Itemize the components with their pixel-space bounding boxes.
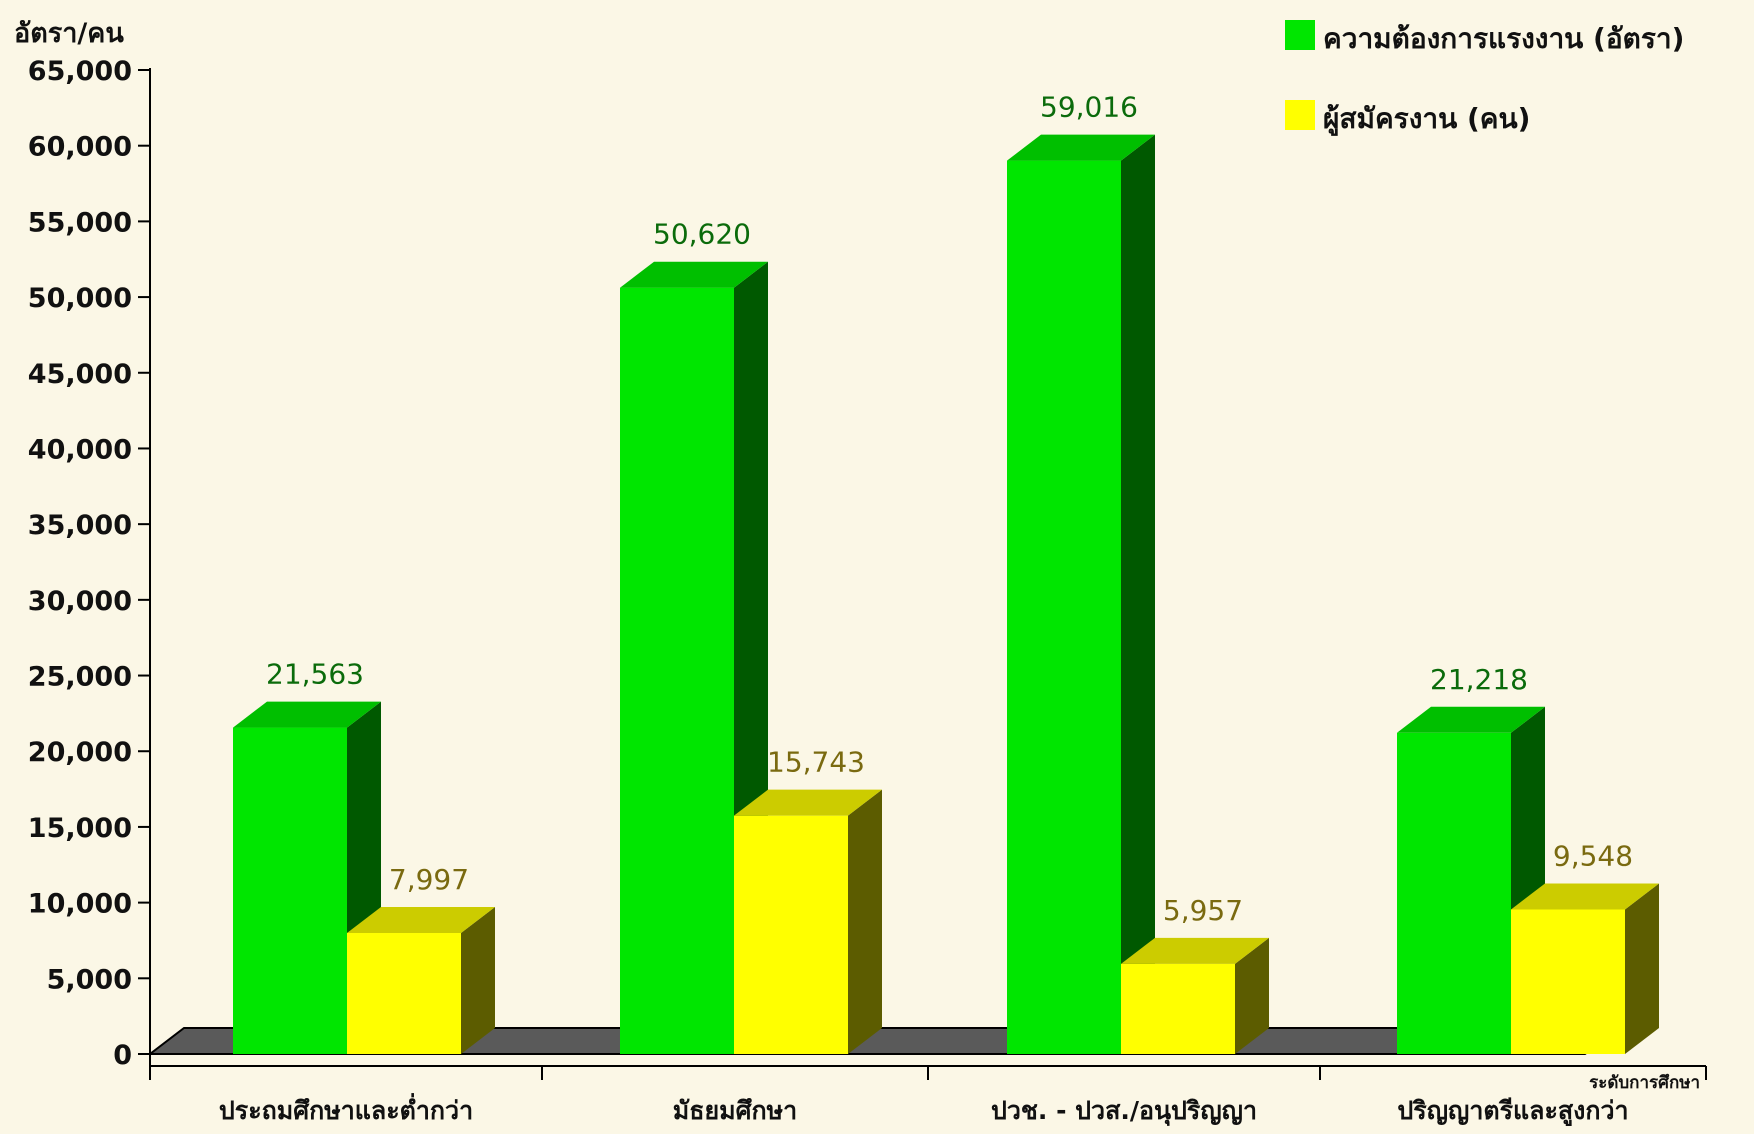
axes: 0 5,000 10,000 15,000 20,000 25,000 30,000 35,0…	[14, 18, 1707, 1127]
bar-top	[233, 701, 381, 728]
bar-front	[1511, 909, 1625, 1054]
legend-swatch	[1285, 20, 1315, 50]
bar-top	[1511, 883, 1659, 910]
bars	[233, 134, 1659, 1055]
x-category-label: ปวช. - ปวส./อนุปริญญา	[991, 1096, 1257, 1127]
y-tick-label: 20,000	[28, 737, 132, 768]
data-labels: 21,563 7,997 50,620 15,743 59,016 5,957 21,218…	[266, 91, 1633, 927]
data-label: 21,563	[266, 658, 364, 691]
bar-top	[734, 789, 882, 816]
bar	[347, 906, 495, 1054]
y-tick-label: 15,000	[28, 813, 132, 844]
bar-front	[734, 815, 848, 1054]
bar-front	[1397, 732, 1511, 1054]
bar-top	[1007, 134, 1155, 161]
bar-front	[620, 287, 734, 1055]
bar	[233, 701, 381, 1054]
data-label: 15,743	[767, 746, 865, 779]
legend-swatch	[1285, 100, 1315, 130]
bar-top	[1397, 706, 1545, 733]
y-tick-label: 60,000	[28, 132, 132, 163]
y-tick-label: 55,000	[28, 207, 132, 238]
x-category-label: ปริญญาตรีและสูงกว่า	[1397, 1096, 1628, 1127]
y-tick-label: 65,000	[28, 56, 132, 87]
bar-top	[1121, 937, 1269, 964]
bar-front	[1007, 160, 1121, 1054]
data-label: 7,997	[389, 863, 469, 896]
legend: ความต้องการแรงงาน (อัตรา) ผู้สมัครงาน (คน…	[1285, 20, 1684, 136]
legend-label: ความต้องการแรงงาน (อัตรา)	[1323, 22, 1684, 55]
y-tick-label: 35,000	[28, 510, 132, 541]
data-label: 5,957	[1163, 894, 1243, 927]
y-tick-label: 30,000	[28, 586, 132, 617]
bar	[734, 789, 882, 1054]
x-category-label: มัธยมศึกษา	[673, 1096, 797, 1125]
y-tick-label: 10,000	[28, 889, 132, 920]
data-label: 9,548	[1553, 839, 1633, 872]
bar-top	[347, 906, 495, 933]
bar	[1121, 937, 1269, 1054]
bar-side	[1235, 937, 1269, 1054]
legend-label: ผู้สมัครงาน (คน)	[1323, 102, 1530, 136]
bar-side	[1625, 883, 1659, 1054]
x-axis-title: ระดับการศึกษา	[1589, 1073, 1700, 1093]
y-tick-label: 45,000	[28, 359, 132, 390]
bar	[1511, 883, 1659, 1054]
data-label: 50,620	[653, 218, 751, 251]
bar-side	[1121, 134, 1155, 1054]
data-label: 21,218	[1430, 663, 1528, 696]
bar-top	[620, 261, 768, 288]
y-tick-label: 25,000	[28, 662, 132, 693]
y-tick-label: 40,000	[28, 434, 132, 465]
bar-front	[233, 727, 347, 1054]
y-tick-label: 5,000	[47, 964, 132, 995]
bar-side	[461, 906, 495, 1054]
y-tick-label: 0	[113, 1040, 132, 1071]
bar	[1007, 134, 1155, 1054]
bar-side	[848, 789, 882, 1054]
data-label: 59,016	[1040, 91, 1138, 124]
bar-front	[1121, 963, 1235, 1054]
x-category-label: ประถมศึกษาและต่ำกว่า	[219, 1093, 473, 1125]
y-axis-title: อัตรา/คน	[14, 18, 124, 49]
bar-front	[347, 932, 461, 1054]
y-tick-label: 50,000	[28, 283, 132, 314]
